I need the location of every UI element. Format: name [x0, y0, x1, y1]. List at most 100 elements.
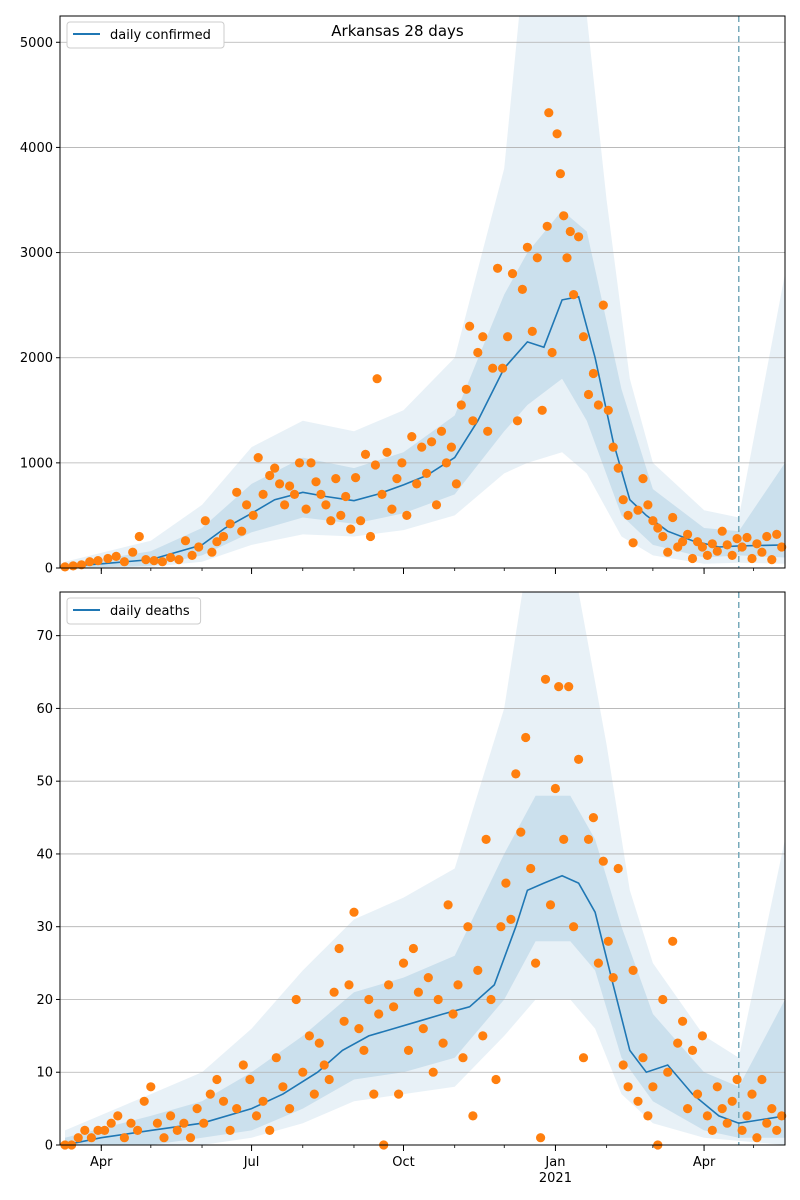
deaths-data-point [583, 834, 594, 845]
confirmed-data-point [552, 129, 562, 139]
confirmed-data-point [493, 263, 503, 273]
deaths-data-point [678, 1016, 688, 1026]
confirmed-data-point [370, 460, 380, 470]
confirmed-data-point [512, 416, 523, 426]
deaths-data-point [458, 1053, 468, 1063]
confirmed-data-point [562, 253, 572, 263]
deaths-x-tick-label: Jan [544, 1155, 565, 1170]
deaths-data-point [531, 958, 541, 968]
chart-title: Arkansas 28 days [331, 22, 464, 40]
confirmed-data-point [301, 504, 311, 514]
confirmed-legend-label: daily confirmed [110, 28, 211, 43]
deaths-y-tick-label: 70 [36, 629, 53, 644]
confirmed-data-point [757, 547, 767, 557]
confirmed-data-point [174, 555, 184, 565]
confirmed-data-point [588, 368, 599, 379]
deaths-data-point [309, 1089, 319, 1099]
confirmed-data-point [683, 529, 693, 540]
confirmed-data-point [218, 531, 229, 542]
confirmed-data-point [149, 556, 159, 566]
confirmed-data-point [678, 537, 688, 547]
confirmed-data-point [194, 542, 204, 552]
deaths-x-tick-label: Oct [392, 1155, 414, 1170]
deaths-legend: daily deaths [66, 597, 202, 625]
confirmed-data-point [258, 489, 268, 499]
confirmed-y-tick-label: 5000 [20, 36, 53, 51]
deaths-data-point [285, 1104, 295, 1114]
deaths-data-point [521, 732, 531, 743]
confirmed-data-point [574, 232, 584, 242]
deaths-y-axis: 0 10 20 30 40 50 60 70 [36, 629, 60, 1154]
confirmed-data-point [289, 489, 300, 499]
confirmed-data-point [603, 405, 613, 415]
confirmed-data-point [583, 389, 594, 400]
deaths-data-point [668, 936, 678, 946]
deaths-data-point [179, 1118, 189, 1128]
deaths-data-point [428, 1067, 438, 1077]
deaths-data-point [683, 1104, 693, 1114]
deaths-data-point [574, 754, 584, 765]
confirmed-data-point [618, 495, 628, 505]
confirmed-data-point [732, 534, 742, 544]
deaths-data-point [569, 922, 579, 932]
confirmed-data-point [294, 458, 305, 468]
confirmed-data-point [498, 363, 508, 373]
confirmed-y-tick-label: 2000 [20, 351, 53, 366]
confirmed-y-axis: 0 1000 2000 3000 4000 5000 [20, 36, 60, 577]
deaths-x-axis: Apr Jul Oct Jan Apr 2021 [90, 1145, 755, 1186]
confirmed-data-point [422, 468, 432, 478]
deaths-data-point [496, 922, 506, 932]
deaths-data-point [359, 1045, 369, 1055]
deaths-data-point [588, 813, 599, 823]
confirmed-data-point [275, 479, 285, 489]
deaths-data-point [747, 1089, 757, 1099]
deaths-data-point [545, 900, 556, 910]
deaths-data-point [481, 834, 491, 845]
deaths-data-point [526, 863, 536, 874]
deaths-data-point [433, 994, 443, 1005]
confirmed-data-point [111, 551, 121, 562]
deaths-legend-label: daily deaths [110, 604, 190, 619]
deaths-data-point [628, 965, 638, 976]
deaths-data-point [133, 1125, 143, 1135]
deaths-data-point [384, 980, 394, 990]
confirmed-data-point [451, 479, 461, 489]
confirmed-band-inner [65, 210, 785, 568]
confirmed-data-point [737, 542, 747, 552]
deaths-data-point [369, 1089, 379, 1099]
confirmed-data-point [253, 453, 263, 463]
deaths-data-point [265, 1125, 275, 1135]
deaths-data-point [225, 1125, 235, 1135]
confirmed-data-point [762, 531, 772, 542]
deaths-data-point [737, 1125, 747, 1135]
confirmed-data-point [134, 531, 144, 542]
confirmed-observations [60, 108, 787, 572]
confirmed-data-point [76, 560, 87, 570]
deaths-data-point [319, 1060, 329, 1070]
confirmed-data-point [752, 539, 762, 549]
confirmed-data-point [653, 523, 663, 533]
confirmed-data-point [522, 242, 533, 252]
deaths-data-point [298, 1067, 308, 1077]
confirmed-y-tick-label: 3000 [20, 246, 53, 261]
confirmed-data-point [232, 487, 242, 497]
deaths-data-point [245, 1074, 255, 1085]
deaths-data-point [339, 1016, 349, 1026]
confirmed-band-outer [65, 16, 785, 568]
confirmed-data-point [559, 211, 569, 221]
deaths-data-point [752, 1133, 762, 1143]
confirmed-panel: 0 1000 2000 3000 4000 5000 Arkansas 28 days d… [20, 15, 787, 577]
deaths-data-point [732, 1074, 742, 1085]
deaths-data-point [389, 1002, 399, 1012]
confirmed-data-point [465, 321, 475, 331]
confirmed-data-point [527, 326, 537, 336]
deaths-data-point [707, 1125, 717, 1135]
deaths-data-point [438, 1038, 448, 1048]
confirmed-y-tick-label: 1000 [20, 456, 53, 471]
deaths-data-point [501, 878, 511, 888]
deaths-data-point [374, 1009, 384, 1019]
confirmed-data-point [707, 539, 717, 549]
deaths-data-point [251, 1111, 262, 1121]
confirmed-data-point [478, 332, 488, 342]
